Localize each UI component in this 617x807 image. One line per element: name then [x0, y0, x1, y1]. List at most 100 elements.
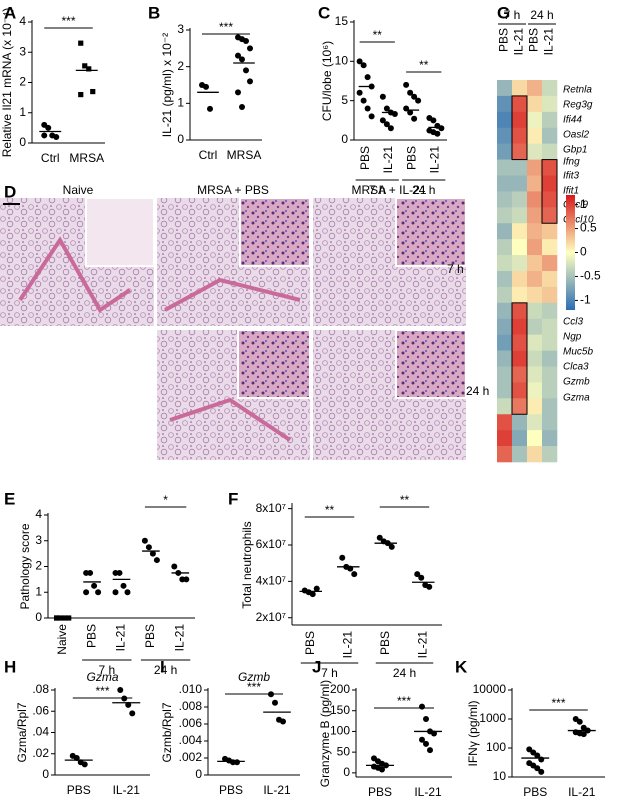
cluster-box [511, 95, 528, 161]
x-tick-label: IL-21 [415, 631, 429, 659]
y-tick-label: 1 [35, 584, 42, 598]
panel-label: B [148, 3, 160, 22]
y-tick-label: 100 [486, 740, 506, 754]
data-point [235, 89, 241, 96]
y-tick-label: 100 [330, 724, 350, 738]
data-point [153, 557, 160, 564]
data-point [364, 74, 371, 81]
data-point [434, 130, 441, 137]
data-point [426, 583, 433, 590]
heatmap-cell [497, 430, 513, 447]
gene-label: Gzma [563, 393, 590, 404]
heatmap-cell [527, 175, 543, 192]
heatmap-cell [497, 286, 513, 304]
significance-label: *** [219, 20, 233, 34]
y-tick-label: .008 [179, 699, 203, 713]
significance-label: *** [247, 680, 261, 694]
gene-label: Oasl2 [563, 130, 590, 141]
heatmap-cell [512, 430, 528, 447]
significance-label: *** [95, 684, 109, 698]
heatmap-cell [497, 175, 513, 192]
data-point [53, 133, 60, 140]
heatmap-cell [497, 159, 513, 176]
data-point [407, 109, 414, 116]
data-point [407, 89, 414, 96]
heatmap-cell [542, 271, 558, 288]
heatmap-cell [512, 175, 528, 192]
heatmap-cell [512, 446, 528, 463]
y-axis-label: Gzmb/Rpl7 [160, 702, 174, 762]
heatmap-cell [527, 95, 543, 113]
group-label: 7 h [321, 666, 338, 680]
y-tick-label: 3 [35, 533, 42, 547]
heatmap-cell [512, 414, 528, 431]
data-point [243, 67, 249, 74]
heatmap-cell [512, 350, 528, 367]
data-point [379, 766, 385, 773]
y-tick-label: .02 [32, 746, 49, 760]
gene-label: Muc5b [563, 347, 593, 358]
heatmap-cell [497, 334, 513, 351]
heatmap-cell [527, 414, 543, 431]
heatmap-cell [497, 255, 513, 272]
colorbar-tick-label: 0 [580, 245, 587, 259]
heatmap-cell [512, 286, 528, 304]
data-point [141, 537, 148, 544]
heatmap-cell [542, 207, 558, 224]
heatmap-cell [527, 286, 543, 304]
heatmap-cell [542, 239, 558, 256]
heatmap-cell [527, 366, 543, 383]
heatmap-cell [512, 159, 528, 176]
y-tick-label: 150 [330, 703, 350, 717]
y-axis-label: Relative Il21 mRNA (x 10⁻⁴) [0, 8, 14, 158]
panel-label: G [497, 3, 510, 22]
y-tick-label: 200 [330, 682, 350, 696]
heatmap-cell [497, 382, 513, 399]
gene-label: Ifit3 [563, 171, 580, 182]
significance-label: ** [373, 28, 383, 42]
data-point [207, 105, 213, 112]
heatmap-cell [542, 286, 558, 304]
data-point [580, 731, 587, 738]
x-tick-label: Naive [55, 624, 69, 655]
panel-label: A [4, 3, 16, 22]
column-title: MRSA + IL-21 [351, 183, 426, 197]
y-tick-label: 0 [35, 610, 42, 624]
heatmap-cell [512, 334, 528, 351]
panel-label: E [4, 489, 15, 508]
y-tick-label: .010 [179, 682, 203, 696]
gene-label: Cxcl10 [563, 215, 594, 226]
data-point [82, 63, 88, 69]
heatmap-cell [542, 143, 558, 160]
data-point [411, 115, 418, 122]
heatmap-cell [527, 350, 543, 367]
data-point [91, 582, 98, 589]
significance-label: *** [61, 14, 75, 28]
heatmap-cell [542, 95, 558, 113]
heatmap-cell [497, 143, 513, 160]
y-tick-label: 50 [337, 744, 351, 758]
data-point [171, 563, 178, 570]
data-point [95, 589, 102, 596]
group-label: 24 h [412, 183, 435, 197]
data-point [430, 117, 437, 124]
heatmap-cell [542, 446, 558, 463]
heatmap-cell [497, 302, 513, 320]
heatmap-cell [512, 366, 528, 383]
data-point [313, 585, 320, 592]
data-point [90, 88, 96, 95]
x-tick-label: IL-21 [428, 146, 442, 174]
heatmap-cell [527, 207, 543, 224]
y-tick-label: 5 [341, 93, 348, 107]
data-point [124, 589, 131, 596]
y-tick-label: 1000 [479, 711, 506, 725]
data-point [183, 576, 190, 583]
x-tick-label: PBS [358, 146, 372, 170]
x-tick-label: IL-21 [113, 783, 141, 797]
cluster-box [511, 302, 528, 415]
heatmap-cell [512, 271, 528, 288]
y-tick-label: 2x10⁷ [256, 610, 286, 624]
data-point [112, 589, 119, 596]
heatmap-cell [542, 382, 558, 399]
heatmap-cell [497, 223, 513, 240]
